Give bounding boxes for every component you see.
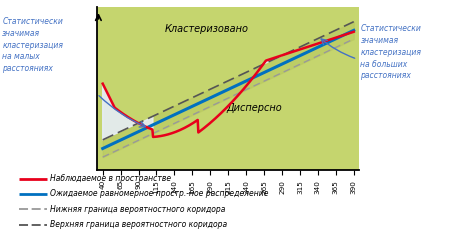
Text: Наблюдаемое в пространстве: Наблюдаемое в пространстве xyxy=(50,174,171,183)
Text: Статистически
значимая
кластеризация
на больших
расстояниях: Статистически значимая кластеризация на … xyxy=(360,24,421,80)
Text: Кластеризовано: Кластеризовано xyxy=(165,24,249,34)
Text: Верхняя граница вероятностного коридора: Верхняя граница вероятностного коридора xyxy=(50,220,227,229)
Text: Ожидаемое равномерное простр.-ное распределение: Ожидаемое равномерное простр.-ное распре… xyxy=(50,189,268,199)
Text: Нижняя граница вероятностного коридора: Нижняя граница вероятностного коридора xyxy=(50,205,225,214)
Text: Дисперсно: Дисперсно xyxy=(227,103,282,113)
Text: Статистически
значимая
кластеризация
на малых
расстояниях: Статистически значимая кластеризация на … xyxy=(2,17,63,73)
